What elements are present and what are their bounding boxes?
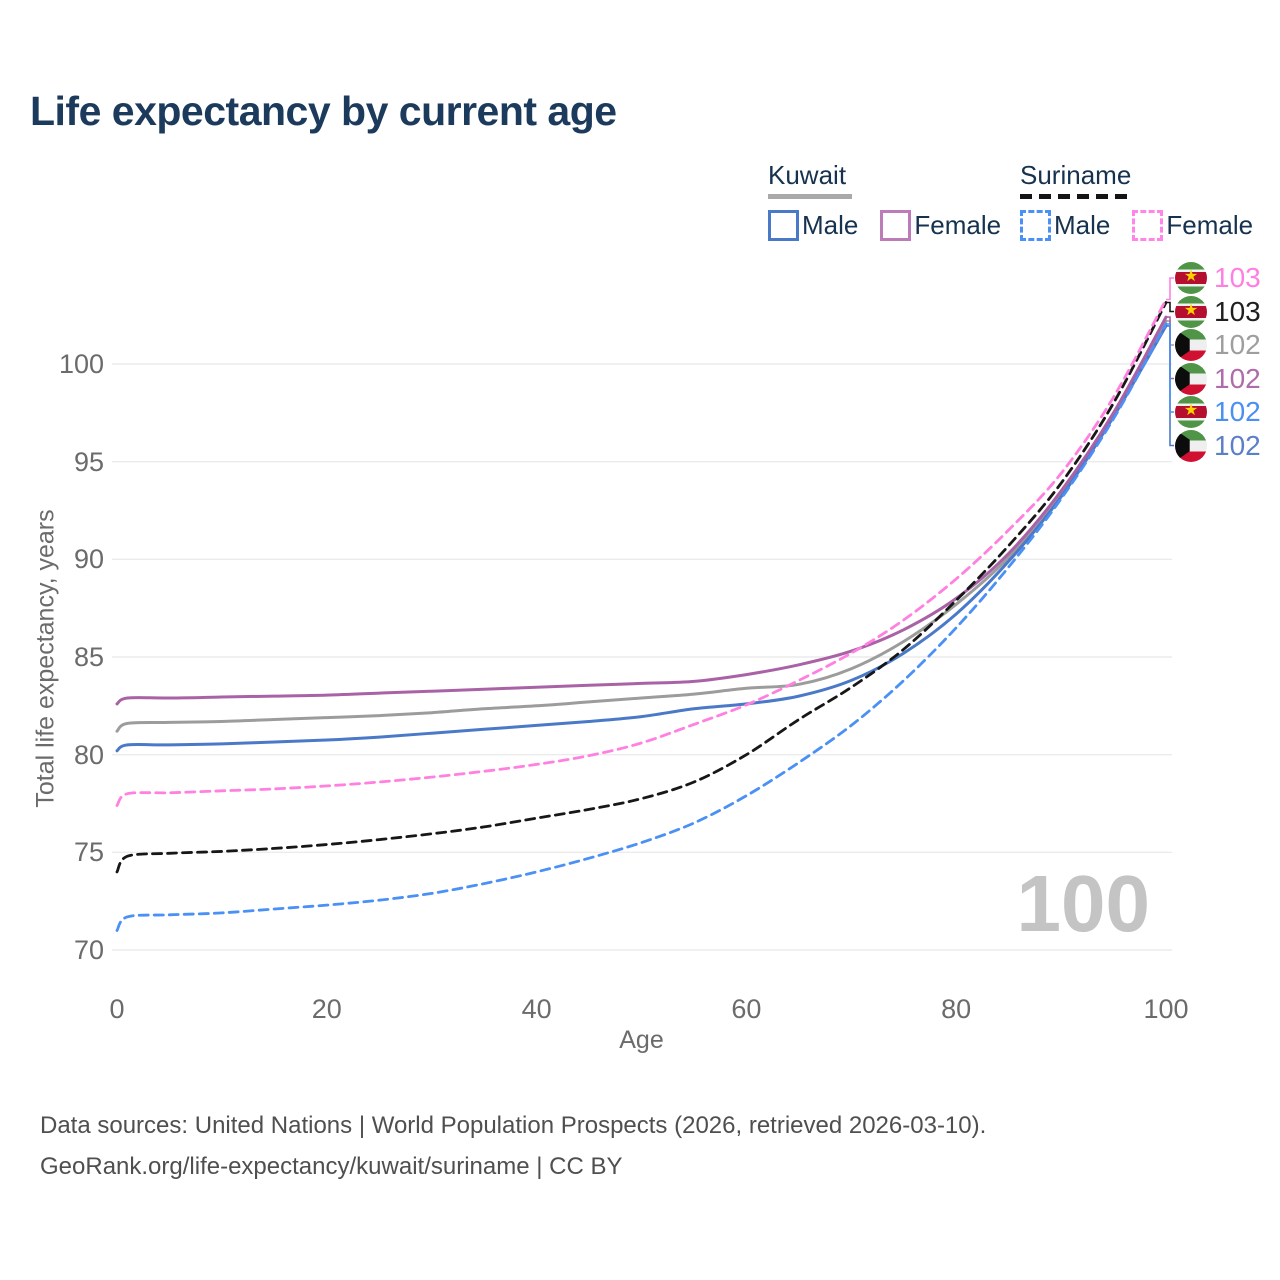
y-tick-80: 80 (73, 739, 104, 770)
x-tick-80: 80 (941, 994, 972, 1024)
legend-items-suriname: Male Female (1020, 210, 1253, 241)
kuwait-female-label: Female (914, 210, 1002, 240)
x-tick-0: 0 (109, 994, 125, 1024)
end-label-suriname-both-sexes-: ★ 103 (1175, 295, 1261, 328)
legend-group-kuwait: Kuwait Male Female (768, 160, 1001, 241)
end-label-value: 102 (1214, 396, 1261, 427)
kuwait-male-label: Male (802, 210, 859, 240)
y-tick-100: 100 (58, 349, 104, 379)
series-line-suriname-male (115, 322, 1168, 932)
series-line-suriname-female (115, 298, 1168, 807)
legend-country-suriname[interactable]: Suriname (1020, 160, 1253, 199)
suriname-male-label: Male (1054, 210, 1111, 240)
x-tick-100: 100 (1143, 994, 1189, 1024)
star-icon: ★ (1183, 268, 1199, 286)
end-label-value: 103 (1214, 295, 1261, 327)
series-line-kuwait-male (115, 324, 1168, 753)
kuwait-male-checkbox[interactable] (768, 210, 799, 241)
leader-line-suriname-female (1166, 277, 1174, 301)
kuwait-female-checkbox[interactable] (880, 210, 912, 241)
kuwait-flag-icon (1175, 329, 1207, 361)
kuwait-flag-icon (1175, 429, 1207, 462)
x-tick-20: 20 (311, 994, 342, 1024)
legend-group-suriname: Suriname Male Female (1020, 160, 1253, 241)
suriname-female-label: Female (1166, 210, 1254, 240)
legend-country-kuwait[interactable]: Kuwait (768, 160, 1001, 199)
series-line-kuwait-female (115, 315, 1168, 706)
end-label-suriname-female: ★ 103 (1175, 262, 1261, 294)
leader-line-suriname-both-sexes- (1166, 301, 1174, 313)
legend-country-label-kuwait: Kuwait (768, 160, 847, 190)
footer-data-sources: Data sources: United Nations | World Pop… (40, 1112, 987, 1139)
end-label-value: 103 (1214, 262, 1261, 293)
y-tick-90: 90 (73, 544, 104, 575)
page-title: Life expectancy by current age (30, 88, 617, 134)
x-tick-60: 60 (731, 994, 762, 1024)
end-label-kuwait-male: 102 (1175, 429, 1261, 462)
legend-item-kuwait-male[interactable]: Male (768, 210, 858, 241)
legend-items-kuwait: Male Female (768, 210, 1001, 241)
series-line-kuwait-both-sexes- (115, 319, 1168, 733)
y-tick-85: 85 (73, 642, 104, 672)
y-axis-title: Total life expectancy, years (31, 509, 60, 808)
kuwait-flag-wedge (1175, 329, 1190, 361)
age-watermark: 100 (1016, 859, 1150, 948)
leader-line-suriname-male (1166, 323, 1174, 413)
suriname-flag-icon: ★ (1175, 396, 1207, 428)
legend-country-label-suriname: Suriname (1020, 160, 1132, 190)
kuwait-flag-wedge (1175, 362, 1190, 395)
series-line-suriname-both-sexes- (115, 301, 1168, 874)
end-label-value: 102 (1214, 362, 1261, 394)
kuwait-flag-icon (1175, 362, 1207, 395)
star-icon: ★ (1183, 402, 1199, 420)
star-icon: ★ (1183, 301, 1199, 319)
suriname-female-checkbox[interactable] (1132, 210, 1164, 241)
end-label-suriname-male: ★ 102 (1175, 396, 1261, 428)
suriname-line-style-swatch (1020, 194, 1132, 199)
suriname-flag-icon: ★ (1175, 295, 1207, 328)
legend-item-kuwait-female[interactable]: Female (880, 210, 1001, 241)
x-tick-40: 40 (521, 994, 552, 1024)
legend-item-suriname-female[interactable]: Female (1132, 210, 1253, 241)
footer-attribution: GeoRank.org/life-expectancy/kuwait/surin… (40, 1152, 623, 1180)
suriname-male-checkbox[interactable] (1020, 210, 1051, 241)
kuwait-line-style-swatch (768, 194, 852, 199)
leader-line-kuwait-male (1166, 325, 1174, 447)
end-label-value: 102 (1214, 429, 1261, 461)
footer: Data sources: United Nations | World Pop… (40, 1106, 986, 1188)
x-axis-title: Age (619, 1026, 664, 1054)
y-tick-70: 70 (73, 935, 104, 965)
leader-line-kuwait-female (1166, 316, 1174, 380)
y-tick-95: 95 (73, 446, 104, 477)
kuwait-flag-wedge (1175, 429, 1190, 462)
end-label-kuwait-both-sexes-: 102 (1175, 329, 1261, 361)
suriname-flag-icon: ★ (1175, 262, 1207, 294)
leader-line-kuwait-both-sexes- (1166, 320, 1174, 346)
y-tick-75: 75 (73, 837, 104, 868)
legend-item-suriname-male[interactable]: Male (1020, 210, 1110, 241)
end-label-kuwait-female: 102 (1175, 362, 1261, 395)
end-label-value: 102 (1214, 329, 1261, 360)
